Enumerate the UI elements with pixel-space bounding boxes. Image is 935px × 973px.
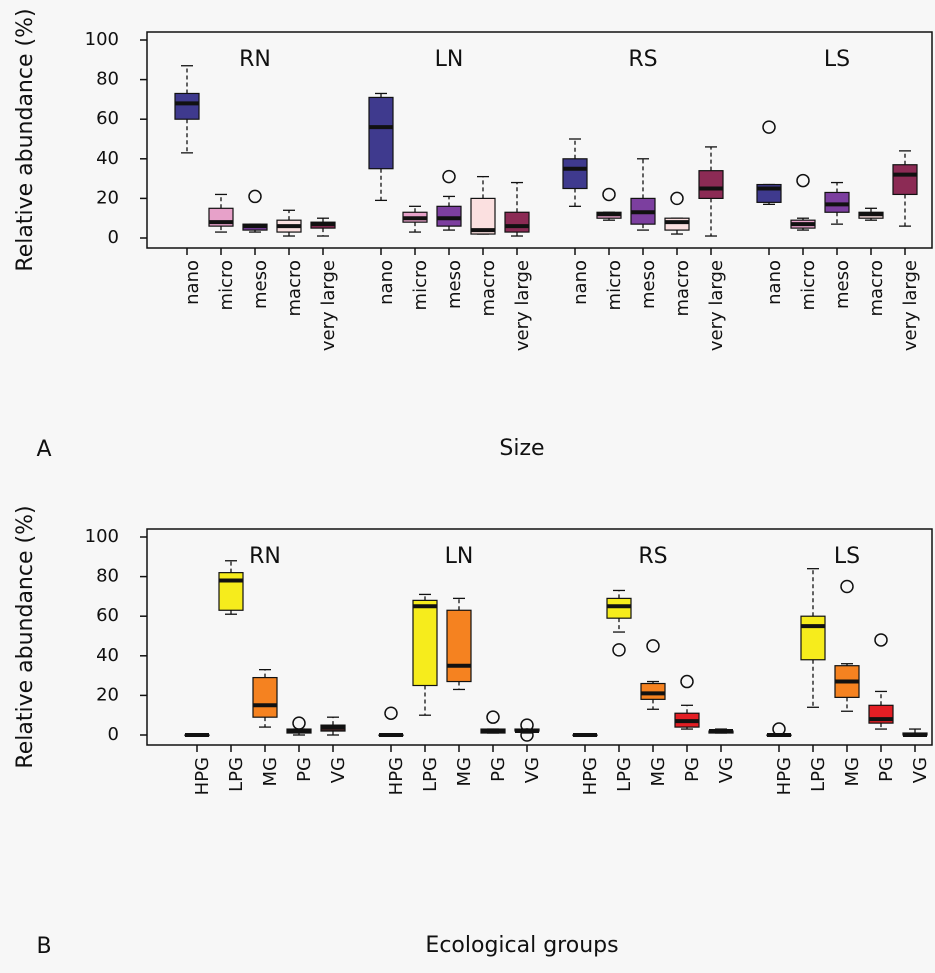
x-tick-label: macro	[284, 260, 305, 316]
x-axis-label: Size	[499, 436, 544, 461]
x-tick-label: micro	[604, 260, 625, 310]
group-label: RN	[249, 544, 281, 569]
x-tick-label: meso	[832, 260, 853, 309]
x-tick-label: PG	[682, 757, 703, 782]
y-tick-label: 60	[96, 108, 119, 129]
y-axis-label: Relative abundance (%)	[13, 505, 38, 768]
x-tick-label: VG	[910, 757, 931, 783]
x-tick-label: HPG	[386, 757, 407, 795]
x-tick-label: meso	[250, 260, 271, 309]
y-tick-label: 40	[96, 645, 119, 666]
outlier	[772, 722, 786, 736]
x-tick-label: nano	[764, 260, 785, 305]
x-axis-label: Ecological groups	[425, 933, 618, 958]
outlier	[442, 169, 456, 184]
x-tick-label: VG	[716, 757, 737, 783]
outlier	[796, 173, 810, 188]
x-tick-label: micro	[410, 260, 431, 310]
x-tick-label: VG	[522, 757, 543, 783]
group-label: RN	[239, 47, 271, 72]
x-tick-label: very large	[318, 260, 339, 351]
x-tick-label: LPG	[226, 757, 247, 792]
x-tick-label: LPG	[420, 757, 441, 792]
x-tick-label: MG	[454, 757, 475, 786]
x-tick-label: PG	[294, 757, 315, 782]
x-tick-label: very large	[900, 260, 921, 351]
y-tick-label: 0	[108, 724, 119, 745]
plot-frame	[146, 528, 933, 746]
outlier	[486, 710, 500, 724]
outlier	[680, 674, 694, 689]
x-tick-label: very large	[706, 260, 727, 351]
outlier	[384, 706, 398, 720]
box	[174, 92, 200, 120]
y-tick-label: 20	[96, 684, 119, 705]
x-tick-label: macro	[866, 260, 887, 316]
y-tick-label: 100	[85, 29, 119, 50]
group-label: RS	[628, 47, 657, 72]
group-label: RS	[638, 544, 667, 569]
group-label: LN	[435, 47, 464, 72]
x-tick-label: macro	[672, 260, 693, 316]
x-tick-label: meso	[638, 260, 659, 309]
x-tick-label: nano	[376, 260, 397, 305]
y-tick-label: 80	[96, 69, 119, 90]
y-tick-label: 20	[96, 187, 119, 208]
x-tick-label: meso	[444, 260, 465, 309]
x-tick-label: MG	[842, 757, 863, 786]
x-tick-label: very large	[512, 260, 533, 351]
outlier	[602, 187, 616, 202]
outlier	[762, 120, 776, 134]
x-tick-label: micro	[216, 260, 237, 310]
box	[698, 170, 724, 199]
y-tick-label: 0	[108, 227, 119, 248]
box	[892, 164, 918, 196]
y-tick-label: 100	[85, 526, 119, 547]
x-tick-label: macro	[478, 260, 499, 316]
box	[218, 572, 244, 611]
outlier	[670, 191, 684, 206]
x-tick-label: HPG	[192, 757, 213, 795]
panel-label: B	[36, 934, 51, 959]
y-tick-label: 80	[96, 566, 119, 587]
y-axis-label: Relative abundance (%)	[13, 8, 38, 271]
outlier	[292, 716, 306, 730]
group-label: LN	[445, 544, 474, 569]
x-tick-label: PG	[488, 757, 509, 782]
x-tick-label: MG	[648, 757, 669, 786]
box	[504, 211, 530, 233]
x-tick-label: nano	[182, 260, 203, 305]
x-tick-label: LPG	[808, 757, 829, 792]
x-tick-label: LPG	[614, 757, 635, 792]
y-tick-label: 60	[96, 605, 119, 626]
outlier	[874, 633, 888, 647]
outlier	[612, 643, 626, 657]
x-tick-label: HPG	[580, 757, 601, 795]
outlier	[520, 718, 534, 732]
box	[412, 599, 438, 687]
x-tick-label: micro	[798, 260, 819, 310]
outlier	[646, 639, 660, 653]
box	[562, 158, 588, 190]
x-tick-label: nano	[570, 260, 591, 305]
box	[368, 96, 394, 170]
x-tick-label: MG	[260, 757, 281, 786]
panel-label: A	[36, 437, 51, 462]
x-tick-label: VG	[328, 757, 349, 783]
y-tick-label: 40	[96, 148, 119, 169]
group-label: LS	[824, 47, 850, 72]
outlier	[248, 189, 262, 204]
box	[252, 676, 278, 718]
group-label: LS	[834, 544, 860, 569]
x-tick-label: PG	[876, 757, 897, 782]
x-tick-label: HPG	[774, 757, 795, 795]
box	[800, 615, 826, 661]
outlier	[840, 579, 854, 594]
plot-frame	[146, 31, 933, 249]
outlier	[520, 728, 534, 742]
box	[446, 609, 472, 683]
